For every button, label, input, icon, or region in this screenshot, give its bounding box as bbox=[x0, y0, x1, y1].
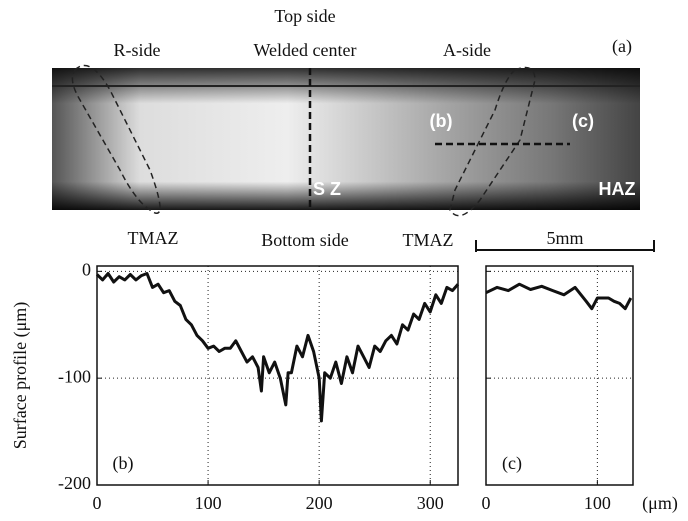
profile-line bbox=[485, 282, 633, 311]
x-tick-label: 100 bbox=[195, 493, 222, 513]
label: TMAZ bbox=[128, 228, 179, 248]
micrograph bbox=[52, 64, 655, 252]
x-axis-label: (μm) bbox=[642, 493, 678, 514]
x-tick-label: 0 bbox=[482, 493, 491, 513]
plot-frame bbox=[485, 265, 634, 486]
label: A-side bbox=[443, 40, 491, 60]
y-tick-label: -200 bbox=[58, 473, 91, 493]
panel-label: (b) bbox=[113, 453, 134, 474]
x-tick-label: 300 bbox=[417, 493, 444, 513]
profile-line bbox=[95, 272, 460, 423]
plot-frame bbox=[96, 265, 459, 486]
label: HAZ bbox=[599, 179, 636, 199]
scale-label: 5mm bbox=[546, 228, 583, 248]
label: TMAZ bbox=[403, 230, 454, 250]
panel-label: (c) bbox=[502, 453, 522, 474]
label: (b) bbox=[430, 111, 453, 131]
label: Bottom side bbox=[261, 230, 349, 250]
y-tick-label: 0 bbox=[82, 259, 91, 279]
x-tick-label: 100 bbox=[584, 493, 611, 513]
label: R-side bbox=[114, 40, 161, 60]
y-tick-label: -100 bbox=[58, 366, 91, 386]
label: Top side bbox=[274, 6, 335, 26]
x-tick-label: 200 bbox=[306, 493, 333, 513]
y-axis-label: Surface profile (μm) bbox=[10, 302, 31, 450]
label: Welded center bbox=[254, 40, 357, 60]
panel-label: (a) bbox=[612, 36, 632, 57]
label: S Z bbox=[313, 179, 341, 199]
x-tick-label: 0 bbox=[93, 493, 102, 513]
label: (c) bbox=[572, 111, 594, 131]
